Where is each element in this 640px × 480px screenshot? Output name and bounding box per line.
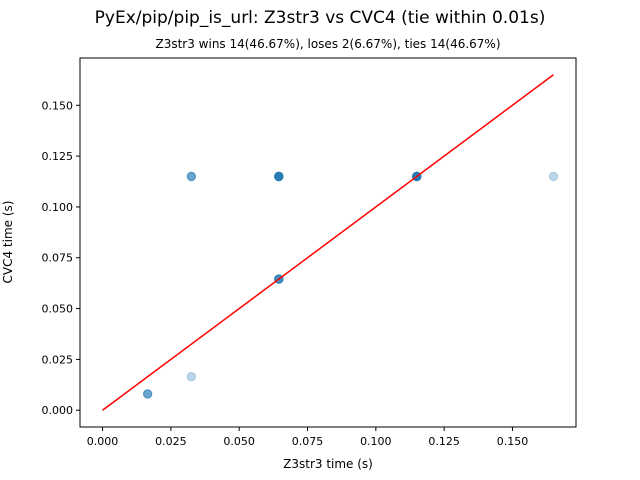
y-tick-label: 0.100 <box>42 201 74 214</box>
x-tick-label: 0.000 <box>87 435 119 448</box>
data-point <box>186 171 197 182</box>
data-point <box>142 389 153 399</box>
data-point <box>548 171 559 182</box>
data-point <box>274 171 284 182</box>
x-axis: 0.000 0.025 0.050 0.075 0.100 0.125 0.150 <box>87 427 528 448</box>
points-layer <box>142 171 559 399</box>
data-point <box>142 389 153 399</box>
diagonal-line-layer <box>102 74 554 411</box>
x-tick-label: 0.025 <box>155 435 187 448</box>
data-point <box>274 171 284 182</box>
x-axis-label: Z3str3 time (s) <box>283 457 373 471</box>
y-tick-label: 0.050 <box>42 303 74 316</box>
x-tick-label: 0.150 <box>497 435 529 448</box>
data-point <box>274 171 284 182</box>
data-point <box>274 171 284 182</box>
y-tick-label: 0.025 <box>42 353 74 366</box>
data-point <box>274 171 284 182</box>
y-tick-label: 0.125 <box>42 150 74 163</box>
plot-frame <box>79 57 577 428</box>
data-point <box>274 171 284 182</box>
y-tick-label: 0.000 <box>42 404 74 417</box>
y-axis: 0.000 0.025 0.050 0.075 0.100 0.125 0.150 <box>42 99 80 417</box>
y-tick-label: 0.075 <box>42 252 74 265</box>
x-tick-label: 0.050 <box>223 435 255 448</box>
x-tick-label: 0.075 <box>292 435 324 448</box>
chart-subtitle: Z3str3 wins 14(46.67%), loses 2(6.67%), … <box>155 37 501 51</box>
data-point <box>274 171 284 182</box>
diagonal-line <box>102 74 554 411</box>
data-point <box>274 171 284 182</box>
y-tick-label: 0.150 <box>42 99 74 112</box>
y-axis-label: CVC4 time (s) <box>1 201 15 284</box>
x-tick-label: 0.125 <box>428 435 460 448</box>
data-point <box>186 171 197 182</box>
chart-title: PyEx/pip/pip_is_url: Z3str3 vs CVC4 (tie… <box>94 8 546 28</box>
data-point <box>142 389 153 399</box>
x-tick-label: 0.100 <box>360 435 392 448</box>
data-point <box>186 371 197 382</box>
data-point <box>186 171 197 182</box>
